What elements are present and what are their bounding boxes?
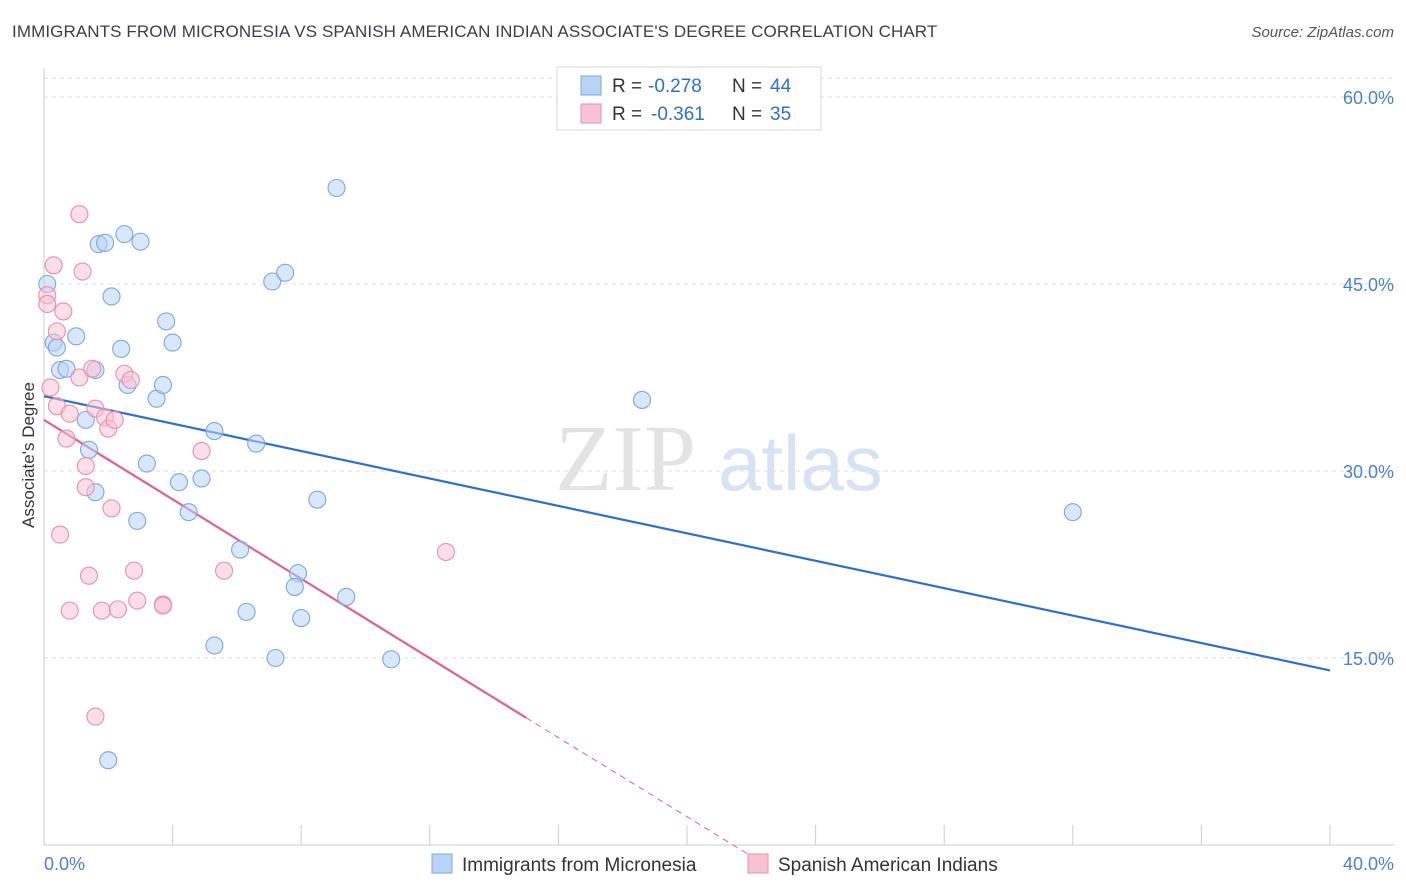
point-micronesia bbox=[169, 473, 189, 492]
point-spanish-american-indian bbox=[76, 478, 95, 497]
legend-swatch-pink bbox=[580, 103, 602, 124]
point-spanish-american-indian bbox=[54, 302, 73, 321]
watermark-atlas: atlas bbox=[718, 419, 883, 507]
point-spanish-american-indian bbox=[44, 256, 63, 275]
legend-r-value-blue: -0.278 bbox=[648, 76, 702, 97]
point-spanish-american-indian bbox=[76, 456, 95, 476]
point-spanish-american-indian bbox=[105, 410, 124, 429]
point-micronesia bbox=[231, 540, 250, 559]
point-micronesia bbox=[632, 390, 652, 409]
series-legend-swatch-blue bbox=[431, 853, 453, 874]
point-micronesia bbox=[131, 232, 150, 251]
series-legend: Immigrants from Micronesia Spanish Ameri… bbox=[431, 853, 998, 876]
point-micronesia bbox=[308, 490, 327, 509]
point-micronesia bbox=[276, 263, 295, 282]
point-spanish-american-indian bbox=[41, 378, 60, 397]
y-tick-label: 45.0% bbox=[1343, 275, 1394, 295]
point-micronesia bbox=[67, 327, 86, 346]
point-spanish-american-indian bbox=[192, 442, 211, 461]
series-legend-swatch-pink bbox=[747, 853, 769, 874]
gridlines bbox=[44, 77, 1394, 659]
point-spanish-american-indian bbox=[121, 370, 140, 390]
legend-r-label-blue: R = bbox=[612, 76, 642, 97]
point-micronesia bbox=[102, 287, 121, 306]
series-legend-label-blue: Immigrants from Micronesia bbox=[462, 855, 697, 876]
trend-line-pink bbox=[43, 418, 527, 719]
watermark-zip: ZIP bbox=[555, 407, 696, 511]
point-micronesia bbox=[205, 636, 224, 655]
point-micronesia bbox=[266, 648, 285, 668]
point-micronesia bbox=[382, 650, 401, 669]
point-micronesia bbox=[157, 312, 176, 331]
point-spanish-american-indian bbox=[60, 404, 79, 423]
point-spanish-american-indian bbox=[51, 525, 70, 544]
y-axis-label: Associate's Degree bbox=[19, 382, 38, 528]
point-spanish-american-indian bbox=[92, 601, 111, 620]
point-micronesia bbox=[128, 511, 147, 530]
point-spanish-american-indian bbox=[70, 205, 89, 224]
point-micronesia bbox=[137, 454, 156, 473]
point-spanish-american-indian bbox=[70, 368, 89, 387]
source-label: Source: ZipAtlas.com bbox=[1251, 24, 1394, 41]
legend-r-label-pink: R = bbox=[612, 104, 642, 125]
point-spanish-american-indian bbox=[128, 591, 147, 610]
point-spanish-american-indian bbox=[73, 262, 92, 281]
point-spanish-american-indian bbox=[436, 542, 455, 562]
point-spanish-american-indian bbox=[102, 499, 121, 518]
point-micronesia bbox=[192, 469, 211, 488]
data-points bbox=[38, 178, 1082, 770]
point-spanish-american-indian bbox=[83, 359, 102, 378]
chart-title: IMMIGRANTS FROM MICRONESIA VS SPANISH AM… bbox=[12, 22, 938, 41]
legend-r-value-pink: -0.361 bbox=[651, 104, 705, 125]
point-micronesia bbox=[115, 225, 134, 244]
series-legend-label-pink: Spanish American Indians bbox=[778, 855, 998, 876]
point-micronesia bbox=[237, 602, 256, 621]
point-micronesia bbox=[327, 178, 346, 198]
trend-line-pink-extension bbox=[525, 717, 752, 857]
point-spanish-american-indian bbox=[124, 561, 144, 580]
point-spanish-american-indian bbox=[38, 294, 57, 313]
legend-n-value-blue: 44 bbox=[770, 76, 792, 97]
point-micronesia bbox=[285, 577, 304, 596]
point-spanish-american-indian bbox=[47, 322, 66, 341]
point-spanish-american-indian bbox=[153, 596, 173, 615]
x-tick-labels: 0.0% 40.0% bbox=[44, 854, 1394, 874]
point-micronesia bbox=[163, 333, 182, 352]
point-micronesia bbox=[96, 233, 115, 252]
legend-n-value-pink: 35 bbox=[770, 104, 791, 125]
y-tick-label: 30.0% bbox=[1343, 462, 1394, 482]
axes bbox=[43, 68, 1394, 846]
point-micronesia bbox=[247, 434, 266, 453]
point-spanish-american-indian bbox=[214, 561, 234, 580]
x-tick-label: 40.0% bbox=[1343, 854, 1394, 874]
x-tick-label: 0.0% bbox=[44, 854, 85, 874]
legend-n-label-pink: N = bbox=[732, 104, 762, 125]
point-micronesia bbox=[337, 587, 356, 606]
watermark: ZIP atlas bbox=[555, 407, 883, 511]
y-tick-label: 60.0% bbox=[1343, 88, 1394, 108]
point-micronesia bbox=[112, 339, 131, 358]
legend-swatch-blue bbox=[580, 75, 602, 96]
point-micronesia bbox=[99, 751, 118, 770]
point-micronesia bbox=[57, 359, 76, 378]
y-tick-label: 15.0% bbox=[1343, 649, 1394, 669]
point-micronesia bbox=[153, 375, 173, 395]
point-micronesia bbox=[1063, 503, 1082, 522]
y-tick-labels: 15.0% 30.0% 45.0% 60.0% bbox=[1343, 88, 1394, 669]
point-spanish-american-indian bbox=[86, 707, 105, 726]
point-micronesia bbox=[205, 422, 224, 441]
point-micronesia bbox=[292, 609, 311, 628]
correlation-legend: R = -0.278 N = 44 R = -0.361 N = 35 bbox=[556, 66, 822, 131]
point-spanish-american-indian bbox=[60, 601, 79, 620]
point-spanish-american-indian bbox=[57, 429, 76, 448]
point-micronesia bbox=[47, 338, 66, 357]
point-spanish-american-indian bbox=[79, 566, 99, 585]
legend-n-label-blue: N = bbox=[732, 76, 762, 97]
point-micronesia bbox=[263, 272, 282, 291]
point-spanish-american-indian bbox=[108, 600, 127, 619]
point-micronesia bbox=[179, 503, 198, 522]
point-micronesia bbox=[79, 440, 99, 459]
